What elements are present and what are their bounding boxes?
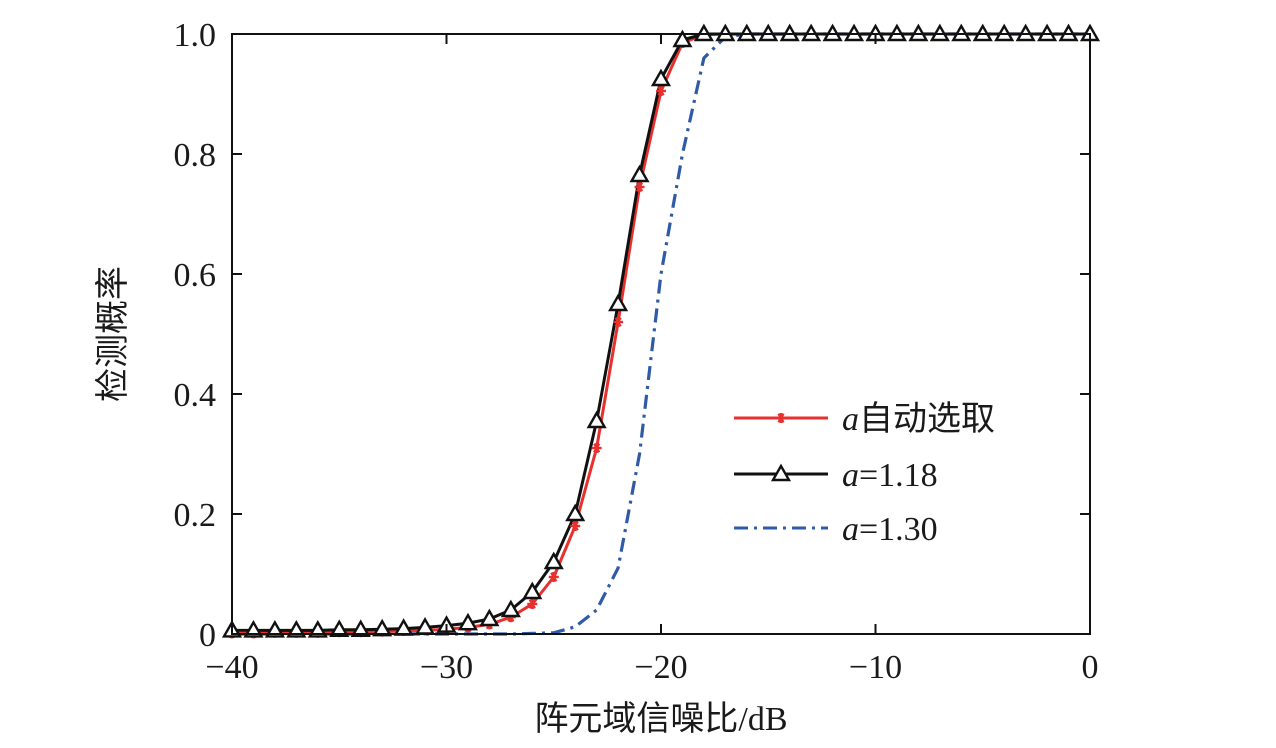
legend-label-a118: a=1.18 <box>842 457 938 494</box>
legend-marker-auto <box>776 413 786 423</box>
series-line-2 <box>232 32 1090 636</box>
series-0-point <box>527 599 538 609</box>
legend-item-auto: a自动选取 <box>734 400 995 438</box>
series-1-point <box>522 581 543 600</box>
series-1-point <box>500 599 521 618</box>
y-tick-label: 0 <box>199 617 216 654</box>
series-1-point <box>543 551 564 570</box>
series-lines <box>232 32 1090 636</box>
y-tick-label: 0.6 <box>174 257 217 294</box>
series-1-point <box>608 293 629 312</box>
series-1-point <box>629 164 650 183</box>
x-tick-label: −10 <box>849 649 902 686</box>
x-tick-label: −40 <box>205 649 258 686</box>
series-1-point <box>457 612 479 631</box>
legend-marker-point <box>770 463 792 482</box>
series-1-point <box>329 619 350 637</box>
axis-ticks <box>231 33 1091 635</box>
y-tick-label: 0.2 <box>174 497 217 534</box>
y-tick-label: 0.8 <box>174 137 217 174</box>
series-1-point <box>672 29 693 48</box>
series-1-point <box>586 410 607 429</box>
legend-marker-point <box>776 413 786 423</box>
series-1-point <box>264 619 285 638</box>
axis-tick-labels: −40 −30 −20 −10 0 0 0.2 0.4 0.6 0.8 1.0 <box>174 17 1099 686</box>
series-1-point <box>372 618 393 637</box>
series-1-point <box>307 619 328 638</box>
y-tick-label: 0.4 <box>174 377 217 414</box>
y-axis-title: 检测概率 <box>94 266 132 402</box>
plot-frame <box>231 33 1091 635</box>
legend-label-auto: a自动选取 <box>842 400 995 438</box>
legend-marker-a118 <box>770 463 792 482</box>
series-1-point <box>565 503 586 522</box>
legend-text-auto: 自动选取 <box>859 400 995 438</box>
legend: a自动选取 a=1.18 a=1.30 <box>734 400 995 548</box>
x-tick-label: −20 <box>634 649 687 686</box>
series-1-point <box>286 619 307 638</box>
legend-text-a130: =1.30 <box>859 511 938 548</box>
series-0-point <box>656 86 666 96</box>
series-0-point <box>570 521 581 531</box>
series-1-point <box>350 619 371 637</box>
series-1-point <box>650 68 672 87</box>
legend-symbol-a130: a <box>842 511 859 548</box>
series-0-point <box>613 317 624 327</box>
legend-symbol-a118: a <box>842 457 859 494</box>
legend-item-a118: a=1.18 <box>734 457 938 494</box>
x-axis-title: 阵元域信噪比/dB <box>534 700 787 738</box>
series-1-point <box>243 619 264 638</box>
legend-text-a118: =1.18 <box>859 457 938 494</box>
legend-symbol-auto: a <box>842 401 859 438</box>
series-0-point <box>548 572 559 582</box>
y-tick-label: 1.0 <box>174 17 217 54</box>
legend-item-a130: a=1.30 <box>734 511 938 548</box>
series-0-point <box>634 182 645 192</box>
legend-label-a130: a=1.30 <box>842 511 938 548</box>
x-tick-label: −30 <box>420 649 473 686</box>
series-1-point <box>479 608 500 627</box>
series-line-1 <box>232 32 1090 632</box>
x-tick-label: 0 <box>1082 649 1099 686</box>
series-0-point <box>591 443 602 453</box>
series-line-0 <box>232 32 1090 635</box>
series-markers <box>221 23 1101 639</box>
